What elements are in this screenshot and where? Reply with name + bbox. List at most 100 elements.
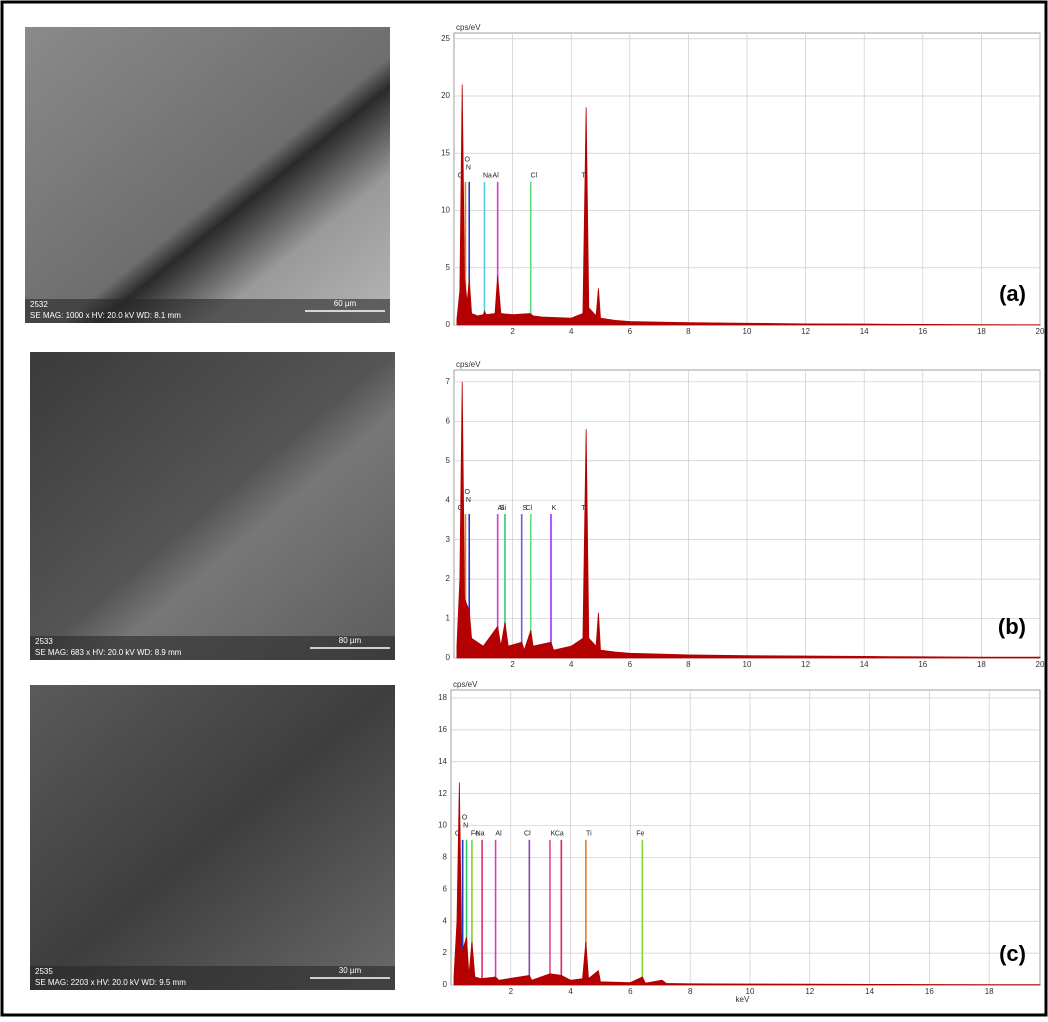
spectrum [456,84,1041,326]
x-tick-label: 18 [977,327,986,336]
y-tick-label: 2 [443,948,448,957]
y-axis-label: cps/eV [453,680,478,689]
x-tick-label: 4 [568,987,573,996]
y-tick-label: 20 [441,91,450,100]
sem-image [30,352,395,660]
element-label: Al [498,505,505,512]
scale-label: 60 µm [334,299,357,308]
element-label: C [458,505,463,512]
image-id: 2532 [30,300,48,309]
element-label: Cl [525,505,532,512]
element-label: O [462,815,468,822]
y-tick-label: 25 [441,34,450,43]
element-label: Na [476,831,485,838]
element-label: O [465,489,471,496]
image-id: 2535 [35,967,53,976]
x-tick-label: 8 [686,660,691,669]
y-tick-label: 12 [438,789,447,798]
element-label: Cl [530,173,537,180]
element-label: C [458,173,463,180]
y-tick-label: 7 [446,377,451,386]
element-label: Al [495,831,502,838]
scale-label: 30 µm [339,966,362,975]
image-caption: SE MAG: 683 x HV: 20.0 kV WD: 8.9 mm [35,648,182,657]
x-tick-label: 14 [865,987,874,996]
x-tick-label: 8 [686,327,691,336]
x-tick-label: 18 [985,987,994,996]
y-tick-label: 0 [443,980,448,989]
element-label: N [463,823,468,830]
y-tick-label: 5 [446,456,451,465]
element-label: O [465,157,471,164]
x-tick-label: 12 [801,660,810,669]
image-caption: SE MAG: 2203 x HV: 20.0 kV WD: 9.5 mm [35,978,186,987]
element-label: Cl [524,831,531,838]
element-label: C [455,831,460,838]
x-tick-label: 4 [569,327,574,336]
y-tick-label: 10 [441,206,450,215]
y-tick-label: 3 [446,535,451,544]
x-tick-label: 16 [918,327,927,336]
y-tick-label: 0 [446,320,451,329]
y-tick-label: 4 [446,495,451,504]
element-label: N [466,165,471,172]
y-tick-label: 8 [443,853,448,862]
element-label: Al [493,173,500,180]
y-tick-label: 0 [446,653,451,662]
spectrum [456,381,1041,659]
scale-label: 80 µm [339,636,362,645]
y-tick-label: 5 [446,263,451,272]
element-label: Ti [581,505,587,512]
x-tick-label: 2 [509,987,514,996]
element-label: Fe [471,831,479,838]
x-tick-label: 12 [801,327,810,336]
element-label: Na [483,173,492,180]
x-tick-label: 14 [860,327,869,336]
y-tick-label: 1 [446,614,451,623]
y-tick-label: 2 [446,574,451,583]
y-tick-label: 16 [438,725,447,734]
x-tick-label: 10 [746,987,755,996]
y-tick-label: 4 [443,916,448,925]
x-tick-label: 2 [510,660,515,669]
x-tick-label: 20 [1036,660,1045,669]
x-tick-label: 10 [743,327,752,336]
y-tick-label: 14 [438,757,447,766]
plot-area [450,689,1041,986]
element-label: S [522,505,527,512]
panel-label: (b) [998,614,1026,639]
element-label: Si [500,505,507,512]
x-tick-label: 20 [1036,327,1045,336]
sem-image [25,27,390,323]
x-tick-label: 6 [628,987,633,996]
element-label: Fe [636,831,644,838]
x-tick-label: 6 [628,660,633,669]
y-tick-label: 6 [446,416,451,425]
x-tick-label: 18 [977,660,986,669]
x-tick-label: 16 [925,987,934,996]
image-id: 2533 [35,637,53,646]
image-caption: SE MAG: 1000 x HV: 20.0 kV WD: 8.1 mm [30,311,181,320]
x-tick-label: 6 [628,327,633,336]
spectrum [453,782,1041,986]
x-tick-label: 4 [569,660,574,669]
x-tick-label: 12 [805,987,814,996]
x-tick-label: 14 [860,660,869,669]
element-label: K [551,831,556,838]
y-tick-label: 15 [441,148,450,157]
y-axis-label: cps/eV [456,360,481,369]
element-label: Ti [586,831,592,838]
y-tick-label: 10 [438,821,447,830]
x-axis-label: keV [736,995,750,1004]
element-label: Ca [555,831,564,838]
panel-label: (a) [999,281,1026,306]
y-tick-label: 18 [438,693,447,702]
element-label: Ti [581,173,587,180]
element-label: N [466,497,471,504]
sem-image [30,685,395,990]
x-tick-label: 16 [918,660,927,669]
x-tick-label: 2 [510,327,515,336]
element-label: K [552,505,557,512]
x-tick-label: 8 [688,987,693,996]
